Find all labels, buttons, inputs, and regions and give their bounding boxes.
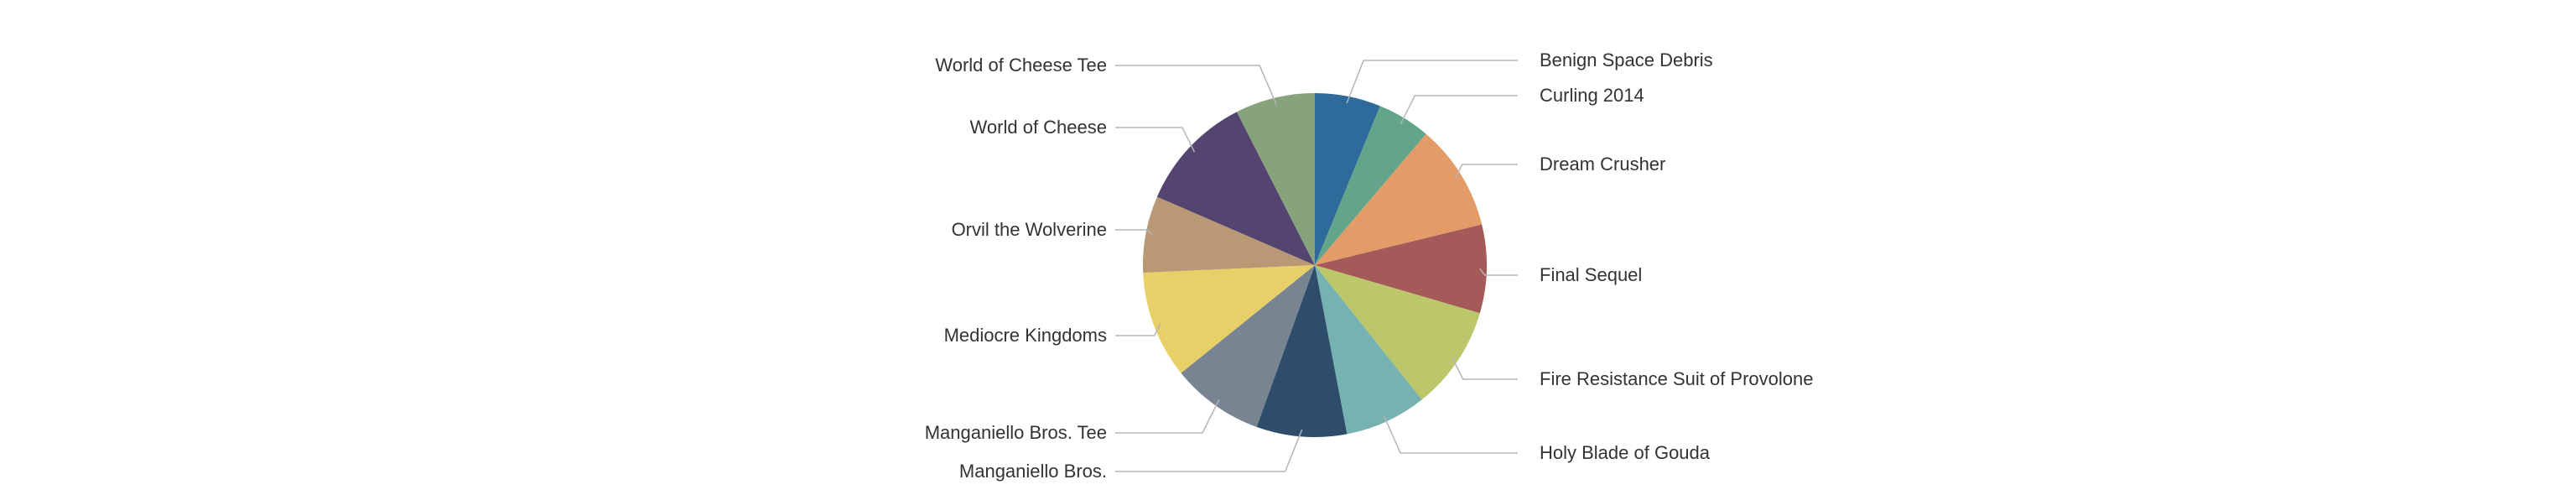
- leader-line: [1451, 357, 1518, 380]
- leader-line: [1400, 95, 1518, 125]
- leader-line: [1115, 429, 1303, 472]
- slice-label: Final Sequel: [1540, 264, 1642, 285]
- slice-label: World of Cheese: [970, 117, 1107, 138]
- leader-line: [1115, 127, 1196, 153]
- slice-label: Holy Blade of Gouda: [1540, 442, 1711, 463]
- slice-label: Dream Crusher: [1540, 154, 1665, 175]
- slice-label: Benign Space Debris: [1540, 50, 1713, 70]
- slice-label: Curling 2014: [1540, 85, 1644, 106]
- pie-slice[interactable]: [1156, 112, 1315, 265]
- leader-line: [1454, 164, 1518, 179]
- leader-lines: [1115, 60, 1518, 472]
- leader-line: [1115, 229, 1154, 236]
- leader-line: [1479, 268, 1518, 276]
- pie-slice[interactable]: [1143, 196, 1315, 274]
- slice-label: Mediocre Kingdoms: [944, 325, 1107, 346]
- pie-slice[interactable]: [1315, 265, 1422, 435]
- pie-slice[interactable]: [1181, 265, 1315, 427]
- slice-label: Fire Resistance Suit of Provolone: [1540, 368, 1814, 389]
- leader-line: [1383, 414, 1518, 454]
- slice-label: Manganiello Bros.: [959, 461, 1107, 482]
- pie-slice[interactable]: [1236, 93, 1315, 265]
- pie-slices: [1143, 93, 1487, 437]
- pie-slice[interactable]: [1315, 224, 1487, 314]
- leader-line: [1115, 323, 1161, 336]
- leader-line: [1346, 60, 1518, 104]
- pie-slice[interactable]: [1315, 106, 1426, 265]
- pie-slice[interactable]: [1315, 133, 1483, 265]
- slice-labels: Benign Space Debris Curling 2014 Dream Cru…: [925, 50, 1814, 482]
- slice-label: World of Cheese Tee: [935, 55, 1107, 76]
- leader-line: [1115, 65, 1277, 105]
- pie-slice[interactable]: [1143, 265, 1315, 373]
- pie-slice[interactable]: [1315, 265, 1480, 400]
- pie-slice[interactable]: [1256, 265, 1348, 437]
- slice-label: Manganiello Bros. Tee: [925, 422, 1107, 443]
- pie-slice[interactable]: [1315, 93, 1380, 265]
- slice-label: Orvil the Wolverine: [952, 219, 1107, 240]
- leader-line: [1115, 399, 1220, 434]
